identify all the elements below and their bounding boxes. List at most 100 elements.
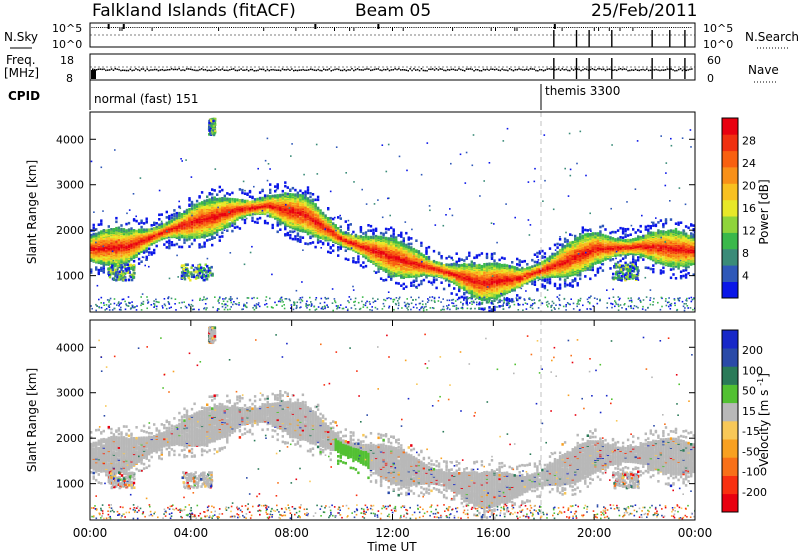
range-cell (110, 252, 113, 256)
freq-sample (608, 68, 610, 70)
range-cell (455, 276, 458, 279)
range-cell (392, 235, 395, 239)
range-cell (374, 257, 378, 261)
range-cell (294, 223, 297, 226)
range-cell (289, 233, 292, 237)
freq-sample (349, 69, 351, 71)
range-cell (458, 267, 461, 271)
range-cell (274, 185, 277, 188)
range-cell (178, 245, 181, 249)
range-cell (117, 247, 121, 250)
freq-sample (401, 69, 404, 71)
range-cell (271, 223, 274, 227)
range-cell (135, 229, 138, 233)
range-cell (286, 219, 289, 223)
range-cell (284, 181, 287, 184)
range-cell (203, 241, 206, 245)
freq-sample (362, 69, 364, 71)
range-cell (319, 240, 322, 243)
freq-sample (574, 68, 577, 70)
range-cell (463, 259, 466, 262)
range-cell (271, 200, 274, 203)
range-cell (387, 237, 390, 240)
range-cell (301, 222, 305, 226)
range-cell (289, 188, 292, 192)
range-cell (347, 258, 350, 261)
freq-sample (447, 68, 449, 71)
freq-sample (219, 69, 222, 71)
freq-sample (563, 69, 565, 71)
range-cell (221, 203, 224, 206)
range-cell (238, 227, 242, 230)
range-cell (228, 215, 231, 219)
range-cell (402, 259, 405, 262)
range-cell (417, 283, 421, 287)
range-cell (198, 246, 201, 249)
range-cell (329, 245, 332, 249)
range-cell (468, 291, 471, 295)
freq-sample (420, 68, 423, 70)
range-cell (442, 264, 446, 267)
freq-sample (144, 69, 147, 72)
range-cell (405, 231, 408, 235)
range-cell (248, 195, 252, 198)
freq-sample (516, 68, 518, 71)
freq-sample (473, 70, 475, 72)
range-cell (241, 217, 244, 221)
range-cell (412, 266, 416, 269)
range-cell (347, 228, 350, 231)
freq-sample (567, 69, 569, 72)
range-cell (145, 255, 148, 259)
freq-sample (385, 69, 387, 71)
range-cell (425, 255, 428, 259)
freq-sample (525, 68, 528, 70)
range-cell (112, 252, 116, 256)
range-cell (384, 231, 388, 234)
nsky-spike (553, 24, 556, 29)
freq-sample (674, 70, 676, 72)
freq-sample (221, 68, 224, 70)
range-cell (281, 189, 284, 193)
range-cell (407, 236, 410, 239)
range-cell (140, 245, 143, 249)
range-cell (127, 238, 131, 241)
range-cell (352, 235, 355, 238)
freq-sample (185, 68, 188, 70)
range-cell (422, 262, 426, 265)
freq-sample (368, 68, 370, 70)
freq-sample (255, 69, 257, 72)
freq-sample (390, 69, 393, 71)
range-cell (473, 280, 476, 283)
range-cell (160, 224, 163, 227)
range-cell (125, 222, 128, 226)
range-cell (304, 242, 307, 245)
range-cell (286, 194, 289, 198)
range-cell (357, 258, 360, 261)
range-cell (395, 256, 398, 259)
range-cell (337, 227, 340, 230)
freq-sample (351, 68, 353, 70)
range-cell (379, 253, 383, 257)
freq-sample (649, 69, 652, 71)
range-cell (241, 216, 244, 219)
freq-sample (435, 68, 438, 70)
range-cell (450, 273, 453, 276)
range-cell (309, 199, 312, 202)
range-cell (221, 217, 224, 221)
range-cell (251, 205, 254, 209)
range-cell (390, 270, 393, 273)
range-cell (120, 224, 123, 227)
range-cell (473, 289, 476, 292)
freq-sample (407, 70, 409, 72)
range-cell (286, 201, 289, 205)
range-cell (448, 279, 451, 282)
range-cell (122, 234, 126, 238)
range-cell (160, 213, 163, 216)
range-cell (359, 230, 363, 234)
range-cell (216, 220, 219, 224)
freq-sample (197, 69, 199, 72)
freq-sample (533, 68, 535, 70)
range-cell (286, 204, 289, 208)
range-cell (231, 199, 234, 203)
